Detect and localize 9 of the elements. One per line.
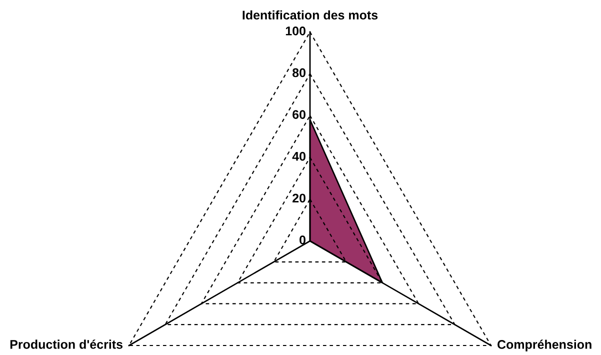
y-tick-label: 80 — [292, 68, 306, 78]
spoke-label: Identification des mots — [242, 10, 378, 20]
y-tick-label: 60 — [292, 110, 306, 119]
y-tick-label: 0 — [300, 236, 306, 244]
y-tick-label: 40 — [292, 152, 306, 161]
spoke-label: Production d'écrits — [10, 340, 122, 349]
y-tick-label: 20 — [292, 194, 306, 203]
y-tick-label: 100 — [286, 26, 306, 36]
spoke-label: Compréhension — [498, 340, 592, 352]
